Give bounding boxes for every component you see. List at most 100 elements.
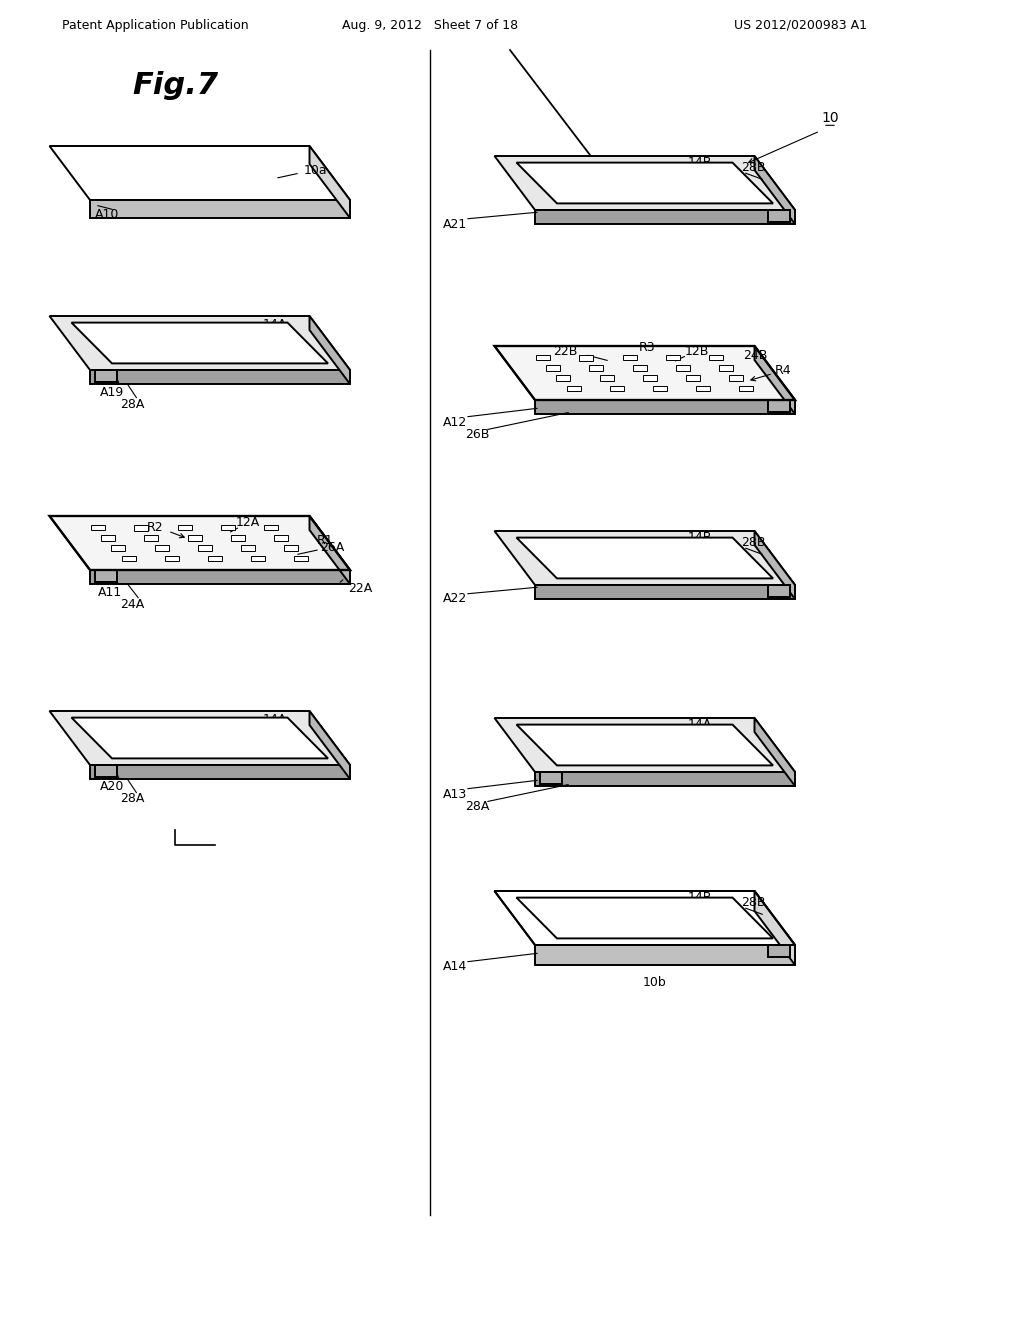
Polygon shape [676,366,690,371]
Polygon shape [755,531,795,599]
Polygon shape [719,366,733,371]
Polygon shape [768,210,790,222]
Text: A12: A12 [443,416,467,429]
Polygon shape [309,711,350,779]
Polygon shape [90,201,350,218]
Text: 28B: 28B [740,161,765,174]
Text: 24B: 24B [742,350,767,362]
Polygon shape [208,556,222,561]
Text: 22B: 22B [553,345,578,358]
Polygon shape [590,366,603,371]
Text: 10b: 10b [643,977,667,990]
Polygon shape [165,556,179,561]
Polygon shape [755,718,795,785]
Polygon shape [709,355,723,360]
Text: R2: R2 [146,521,163,535]
Text: R3: R3 [639,341,655,354]
Text: 28A: 28A [465,800,489,813]
Text: 28A: 28A [120,792,144,805]
Polygon shape [696,385,710,391]
Polygon shape [633,366,647,371]
Polygon shape [309,315,350,384]
Polygon shape [535,210,795,224]
Text: US 2012/0200983 A1: US 2012/0200983 A1 [733,18,866,32]
Polygon shape [546,366,560,371]
Polygon shape [285,545,298,550]
Text: 12B: 12B [685,345,710,358]
Text: 26A: 26A [319,541,344,554]
Polygon shape [600,375,613,381]
Polygon shape [755,156,795,224]
Polygon shape [90,370,350,384]
Text: 26B: 26B [465,428,489,441]
Polygon shape [198,545,212,550]
Polygon shape [144,535,159,541]
Polygon shape [187,535,202,541]
Polygon shape [516,162,773,203]
Polygon shape [101,535,116,541]
Text: A19: A19 [100,385,124,399]
Polygon shape [666,355,680,360]
Polygon shape [72,718,328,759]
Polygon shape [49,711,350,766]
Text: A14: A14 [443,961,467,974]
Polygon shape [294,556,308,561]
Text: A22: A22 [443,593,467,606]
Text: Patent Application Publication: Patent Application Publication [61,18,248,32]
Polygon shape [221,525,234,531]
Polygon shape [90,766,350,779]
Text: A20: A20 [100,780,124,793]
Text: 14A: 14A [263,713,287,726]
Polygon shape [177,525,191,531]
Text: 24A: 24A [120,598,144,610]
Text: 10: 10 [821,111,839,125]
Polygon shape [556,375,570,381]
Polygon shape [755,346,795,414]
Text: 14B: 14B [688,531,712,544]
Text: 14A: 14A [688,718,712,731]
Polygon shape [495,346,795,400]
Polygon shape [155,545,169,550]
Polygon shape [309,516,350,583]
Polygon shape [72,322,328,363]
Text: 14A: 14A [263,318,287,330]
Polygon shape [134,525,148,531]
Polygon shape [535,772,795,785]
Text: A11: A11 [98,586,122,598]
Polygon shape [49,516,350,570]
Polygon shape [95,766,117,777]
Polygon shape [91,525,105,531]
Text: 14B: 14B [688,156,712,169]
Text: Fig.7: Fig.7 [132,70,218,99]
Polygon shape [755,891,795,965]
Text: 12A: 12A [236,516,260,529]
Polygon shape [495,891,795,945]
Polygon shape [768,945,790,957]
Polygon shape [653,385,667,391]
Polygon shape [768,400,790,412]
Polygon shape [768,585,790,597]
Polygon shape [739,385,754,391]
Polygon shape [643,375,656,381]
Text: A21: A21 [443,218,467,231]
Text: 22A: 22A [348,582,373,594]
Polygon shape [49,147,350,201]
Text: 10a: 10a [303,164,327,177]
Text: 14B: 14B [688,891,712,904]
Text: 28B: 28B [740,896,765,909]
Polygon shape [495,718,795,772]
Polygon shape [516,537,773,578]
Text: R1: R1 [316,533,334,546]
Polygon shape [495,156,795,210]
Polygon shape [623,355,637,360]
Polygon shape [495,531,795,585]
Text: Aug. 9, 2012   Sheet 7 of 18: Aug. 9, 2012 Sheet 7 of 18 [342,18,518,32]
Polygon shape [566,385,581,391]
Polygon shape [230,535,245,541]
Text: 28B: 28B [740,536,765,549]
Polygon shape [309,147,350,218]
Polygon shape [274,535,288,541]
Polygon shape [241,545,255,550]
Polygon shape [686,375,700,381]
Polygon shape [535,945,795,965]
